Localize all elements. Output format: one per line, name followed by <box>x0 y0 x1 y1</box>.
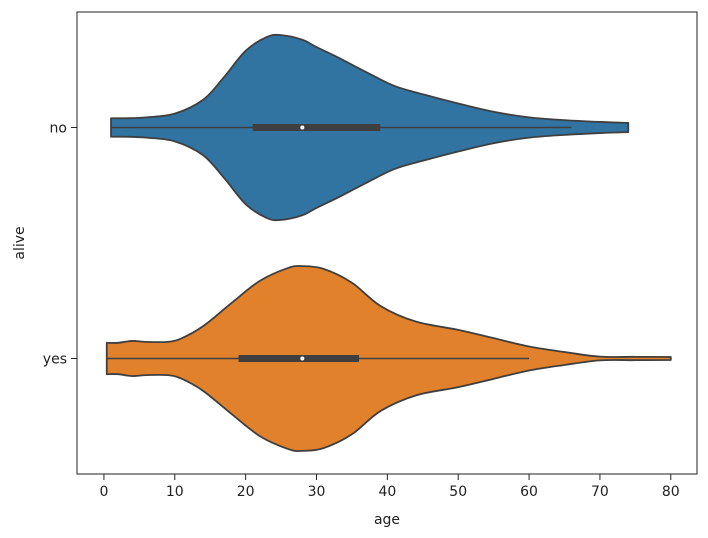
y-axis-label: alive <box>12 226 28 259</box>
x-axis-ticks: 0 10 20 30 40 50 60 70 80 <box>99 474 680 500</box>
violin-median-yes <box>300 356 305 361</box>
y-tick-label: no <box>50 121 67 137</box>
x-axis-label: age <box>374 512 400 528</box>
violin-median-no <box>300 125 305 130</box>
y-axis-ticks: no yes <box>43 121 77 368</box>
x-tick-label: 30 <box>308 484 326 500</box>
x-tick-label: 70 <box>591 484 609 500</box>
x-tick-label: 80 <box>662 484 680 500</box>
x-tick-label: 0 <box>99 484 108 500</box>
y-tick-label: yes <box>43 352 67 368</box>
x-tick-label: 60 <box>520 484 538 500</box>
violins-layer <box>105 33 672 452</box>
plot-frame <box>76 11 698 475</box>
x-tick-label: 10 <box>166 484 184 500</box>
x-tick-label: 50 <box>449 484 467 500</box>
x-tick-label: 40 <box>378 484 396 500</box>
x-tick-label: 20 <box>237 484 255 500</box>
